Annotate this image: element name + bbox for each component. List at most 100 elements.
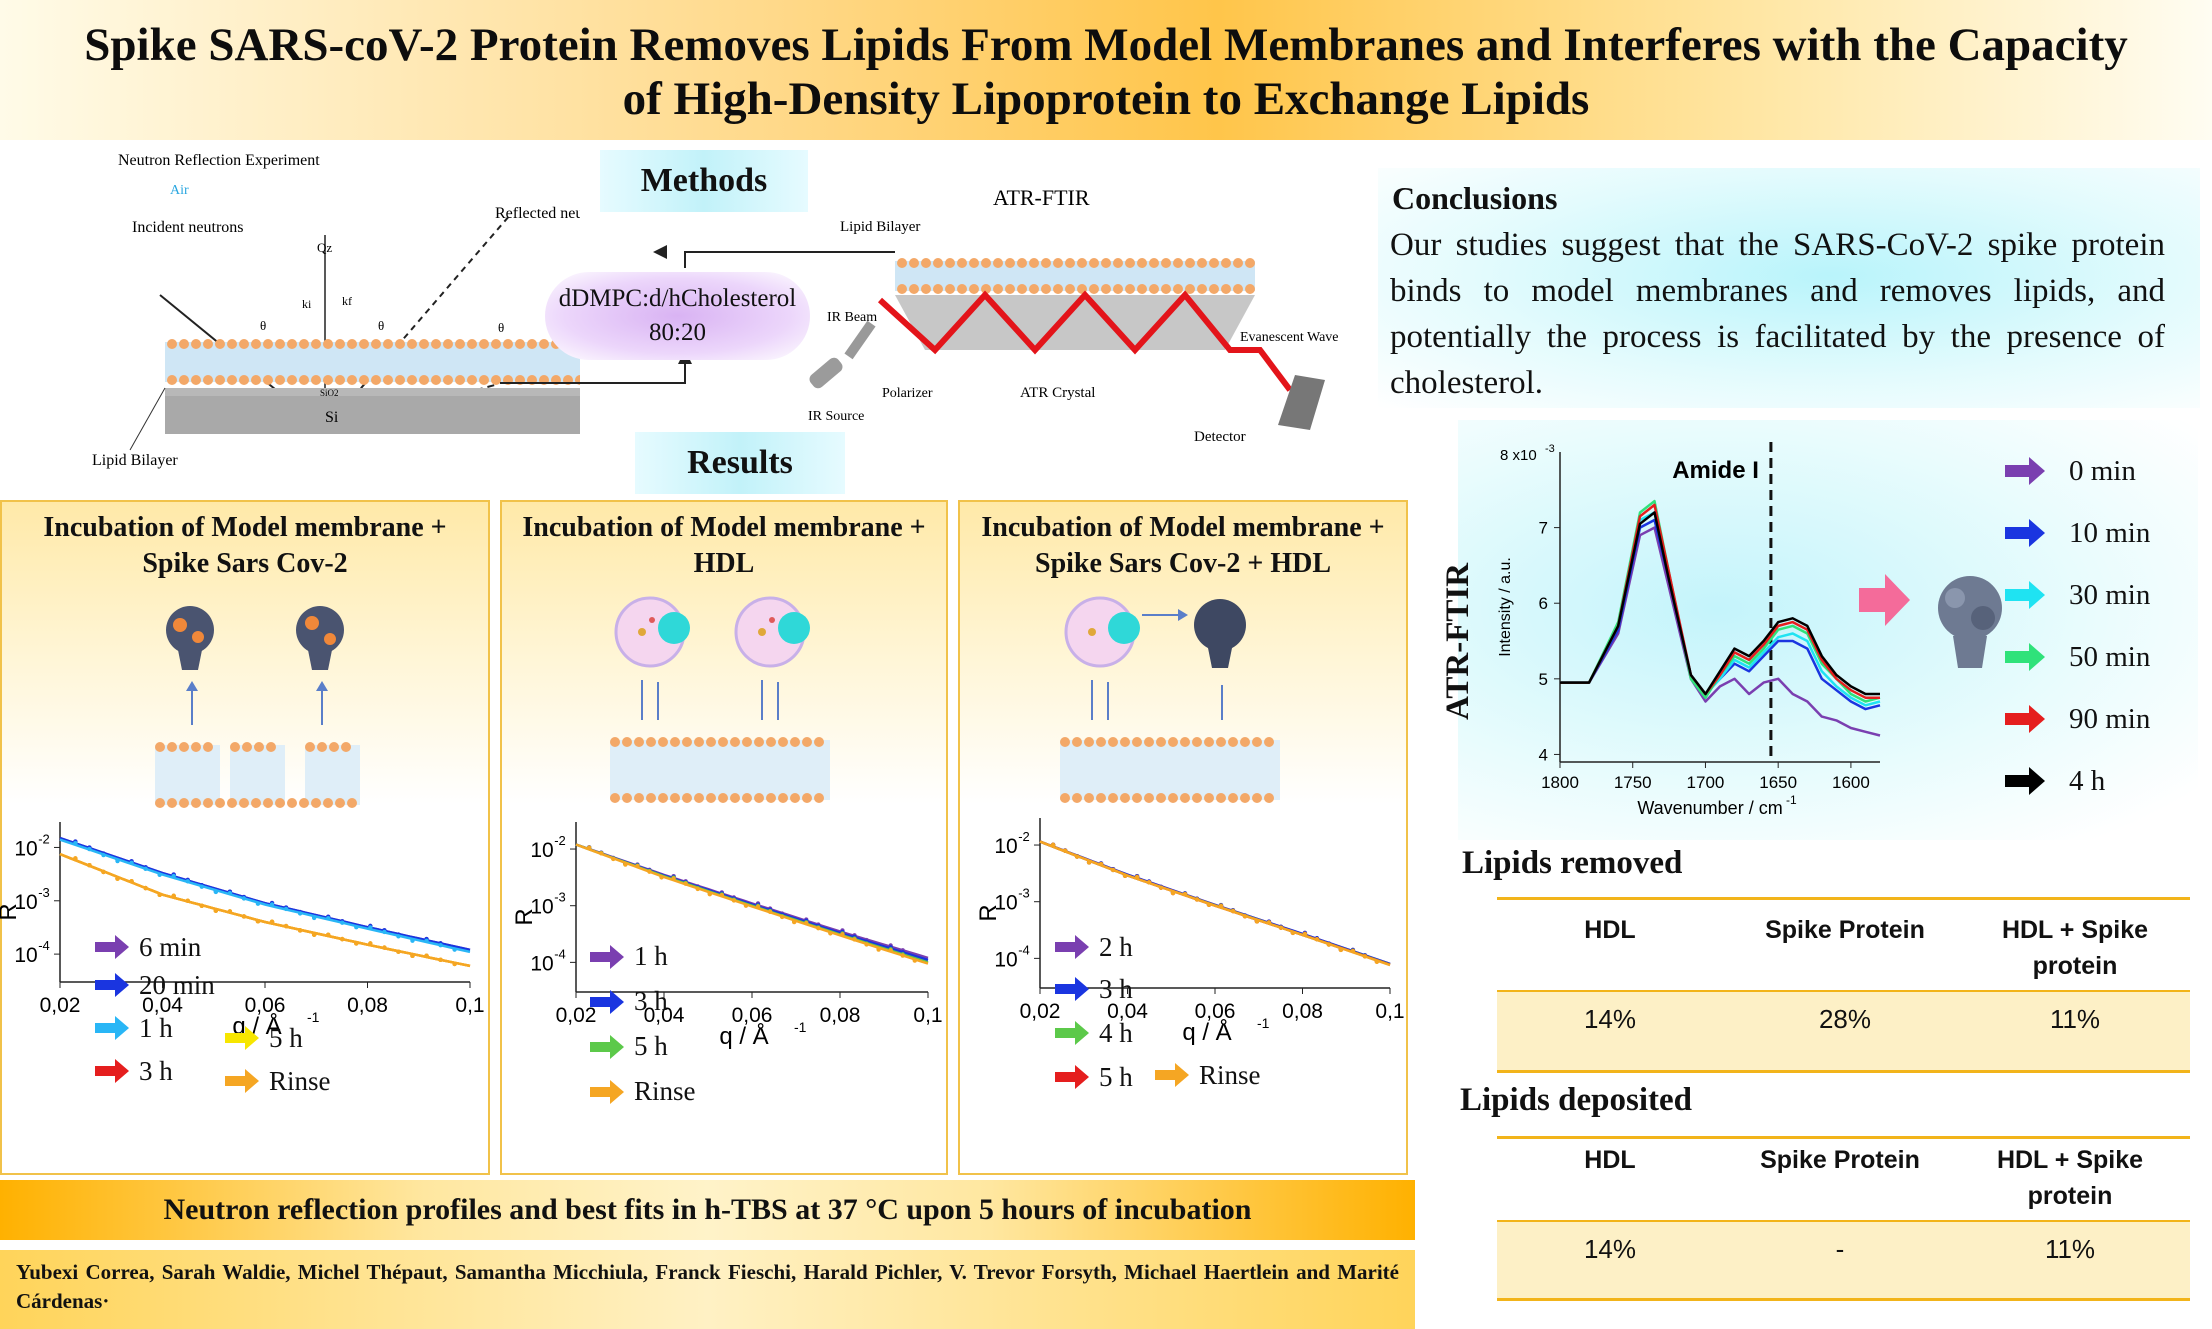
data-point bbox=[1098, 861, 1104, 867]
removed-header-hdl: HDL bbox=[1584, 916, 1636, 944]
y-scale-label: 8 x10 bbox=[1500, 447, 1537, 464]
data-point bbox=[452, 961, 457, 967]
si-substrate bbox=[165, 396, 580, 434]
y-tick-label: 10 bbox=[530, 952, 553, 975]
data-point bbox=[368, 941, 373, 946]
legend-label: Rinse bbox=[269, 1065, 331, 1096]
data-point bbox=[396, 934, 401, 939]
amide-i-label: Amide I bbox=[1672, 457, 1759, 484]
y-tick-exponent: -2 bbox=[1018, 829, 1030, 844]
reflectivity-plot-spike: 0,020,040,060,080,110-210-310-4Rq / Å-1 bbox=[0, 822, 485, 1040]
ftir-series-line bbox=[1560, 518, 1881, 711]
data-point bbox=[635, 863, 640, 869]
conclusions-heading: Conclusions bbox=[1392, 180, 1558, 216]
x-tick-label: 1600 bbox=[1832, 773, 1870, 792]
data-point bbox=[157, 872, 162, 878]
arrow-icon bbox=[95, 973, 129, 997]
data-point bbox=[213, 889, 219, 895]
panel-2-legend: 1 h 3 h 5 h Rinse bbox=[590, 934, 696, 1114]
data-point bbox=[129, 879, 134, 884]
legend-label: 4 h bbox=[2069, 764, 2106, 797]
atr-ftir-diagram: ATR-FTIR Lipid Bilayer IR Beam Polarizer… bbox=[808, 185, 1339, 445]
x-axis-label: q / Å bbox=[719, 1022, 768, 1050]
legend-label: 3 h bbox=[139, 1055, 173, 1086]
removed-value-hdl-spike: 11% bbox=[2049, 1004, 2101, 1034]
y-tick-exponent: -3 bbox=[554, 890, 566, 905]
spike-protein-icon bbox=[166, 606, 214, 670]
data-point bbox=[1146, 880, 1152, 885]
x-axis-label-exponent: -1 bbox=[307, 1009, 320, 1025]
data-point bbox=[1206, 902, 1212, 908]
data-point bbox=[1122, 873, 1128, 878]
y-tick-label: 4 bbox=[1539, 745, 1548, 764]
sio2-label: SiO2 bbox=[320, 388, 339, 398]
data-point bbox=[269, 902, 275, 907]
legend-item: 50 min bbox=[2005, 626, 2150, 688]
arrow-icon bbox=[2005, 457, 2045, 485]
ki-label: ki bbox=[302, 297, 312, 311]
data-point bbox=[382, 945, 387, 950]
series-line bbox=[1039, 840, 1391, 967]
legend-label: 20 min bbox=[139, 969, 215, 1000]
x-tick-label: 0,1 bbox=[913, 1004, 942, 1027]
data-point bbox=[1374, 959, 1380, 964]
data-point bbox=[671, 876, 676, 881]
qz-label: Qz bbox=[317, 240, 332, 255]
legend-item: 20 min bbox=[95, 966, 215, 1004]
table-rule bbox=[1497, 897, 2190, 900]
ir-source bbox=[809, 357, 843, 389]
data-point bbox=[326, 932, 331, 938]
ftir-background bbox=[1458, 420, 2198, 840]
legend-label: 1 h bbox=[139, 1012, 173, 1043]
neutron-title: Neutron Reflection Experiment bbox=[118, 152, 320, 169]
y-tick-label: 10 bbox=[14, 944, 37, 967]
y-axis-label: R bbox=[0, 903, 22, 920]
series-line bbox=[59, 852, 471, 968]
exchange-arrows bbox=[641, 680, 779, 720]
legend-label: 5 h bbox=[269, 1022, 303, 1053]
arrow-icon bbox=[2005, 705, 2045, 733]
exchange-arrows bbox=[1091, 680, 1223, 720]
data-point bbox=[368, 925, 373, 930]
x-axis-label-exponent: -1 bbox=[794, 1019, 807, 1035]
legend-label: 10 min bbox=[2069, 516, 2151, 549]
reflectivity-plot-spike-hdl: 0,02 0,04 0,06 0,08 0,110-210-310 -4Rq / Å -1 bbox=[975, 818, 1405, 1046]
data-point bbox=[647, 869, 652, 874]
x-tick-label: 0,08 bbox=[1282, 1000, 1323, 1023]
x-tick-label: 0,08 bbox=[820, 1004, 861, 1027]
title-banner bbox=[0, 0, 2212, 140]
data-point bbox=[185, 879, 190, 884]
y-axis-label: R bbox=[511, 908, 538, 925]
data-point bbox=[87, 862, 92, 868]
data-point bbox=[743, 903, 749, 908]
y-tick-exponent: -4 bbox=[1018, 942, 1030, 957]
y-tick-exponent: -3 bbox=[1018, 886, 1030, 901]
removed-header-spike: Spike Protein bbox=[1765, 916, 1925, 944]
y-tick-exponent: -2 bbox=[554, 833, 566, 848]
data-point bbox=[311, 932, 317, 937]
data-point bbox=[1266, 920, 1272, 925]
sample-line-1: dDMPC:d/hCholesterol bbox=[558, 285, 797, 312]
data-point bbox=[1278, 925, 1284, 930]
results-caption: Neutron reflection profiles and best fit… bbox=[0, 1180, 1415, 1240]
y-tick-label: 10 bbox=[14, 837, 37, 860]
methods-heading: Methods bbox=[600, 150, 808, 212]
data-point bbox=[1218, 903, 1224, 909]
neutron-reflection-diagram: Neutron Reflection Experiment Air Incide… bbox=[92, 152, 580, 469]
data-point bbox=[1170, 890, 1176, 896]
table-rule bbox=[1497, 1298, 2190, 1301]
data-point bbox=[1254, 919, 1260, 924]
data-point bbox=[1350, 948, 1356, 954]
incident-label: Incident neutrons bbox=[132, 219, 244, 236]
data-point bbox=[452, 947, 457, 952]
data-point bbox=[659, 875, 664, 880]
data-point bbox=[227, 909, 233, 914]
arrow-icon bbox=[1055, 1021, 1089, 1045]
ftir-series-line bbox=[1560, 511, 1880, 696]
data-point bbox=[1314, 937, 1320, 942]
data-point bbox=[73, 856, 78, 861]
panel-3-illustration bbox=[1060, 596, 1280, 803]
legend-item: 4 h bbox=[1055, 1010, 1133, 1056]
y-tick-exponent: -3 bbox=[38, 885, 50, 900]
table-rule bbox=[1497, 1220, 2190, 1222]
